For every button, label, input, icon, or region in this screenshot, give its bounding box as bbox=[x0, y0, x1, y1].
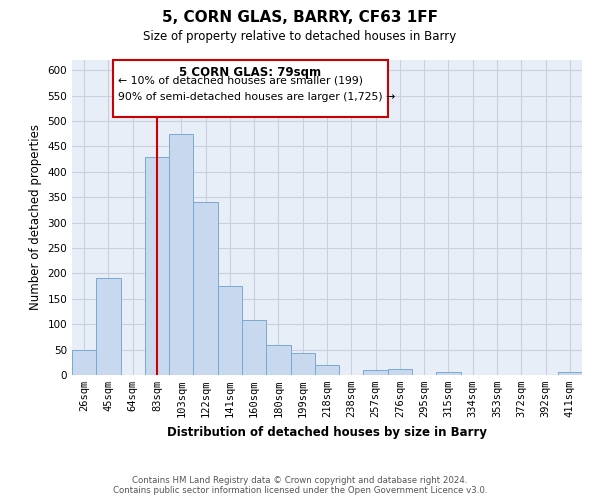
Text: 5 CORN GLAS: 79sqm: 5 CORN GLAS: 79sqm bbox=[179, 66, 322, 80]
X-axis label: Distribution of detached houses by size in Barry: Distribution of detached houses by size … bbox=[167, 426, 487, 438]
Bar bbox=[72, 350, 96, 375]
Bar bbox=[145, 156, 169, 375]
Text: Contains HM Land Registry data © Crown copyright and database right 2024.
Contai: Contains HM Land Registry data © Crown c… bbox=[113, 476, 487, 495]
Text: ← 10% of detached houses are smaller (199): ← 10% of detached houses are smaller (19… bbox=[118, 76, 363, 86]
Bar bbox=[388, 369, 412, 375]
Bar bbox=[266, 344, 290, 375]
Bar bbox=[96, 278, 121, 375]
Bar bbox=[315, 365, 339, 375]
Text: 90% of semi-detached houses are larger (1,725) →: 90% of semi-detached houses are larger (… bbox=[118, 92, 395, 102]
Bar bbox=[218, 286, 242, 375]
Bar bbox=[436, 372, 461, 375]
Bar bbox=[290, 353, 315, 375]
Text: Size of property relative to detached houses in Barry: Size of property relative to detached ho… bbox=[143, 30, 457, 43]
FancyBboxPatch shape bbox=[113, 60, 388, 116]
Y-axis label: Number of detached properties: Number of detached properties bbox=[29, 124, 42, 310]
Bar bbox=[558, 372, 582, 375]
Text: 5, CORN GLAS, BARRY, CF63 1FF: 5, CORN GLAS, BARRY, CF63 1FF bbox=[162, 10, 438, 25]
Bar bbox=[364, 370, 388, 375]
Bar bbox=[169, 134, 193, 375]
Bar bbox=[242, 320, 266, 375]
Bar bbox=[193, 202, 218, 375]
